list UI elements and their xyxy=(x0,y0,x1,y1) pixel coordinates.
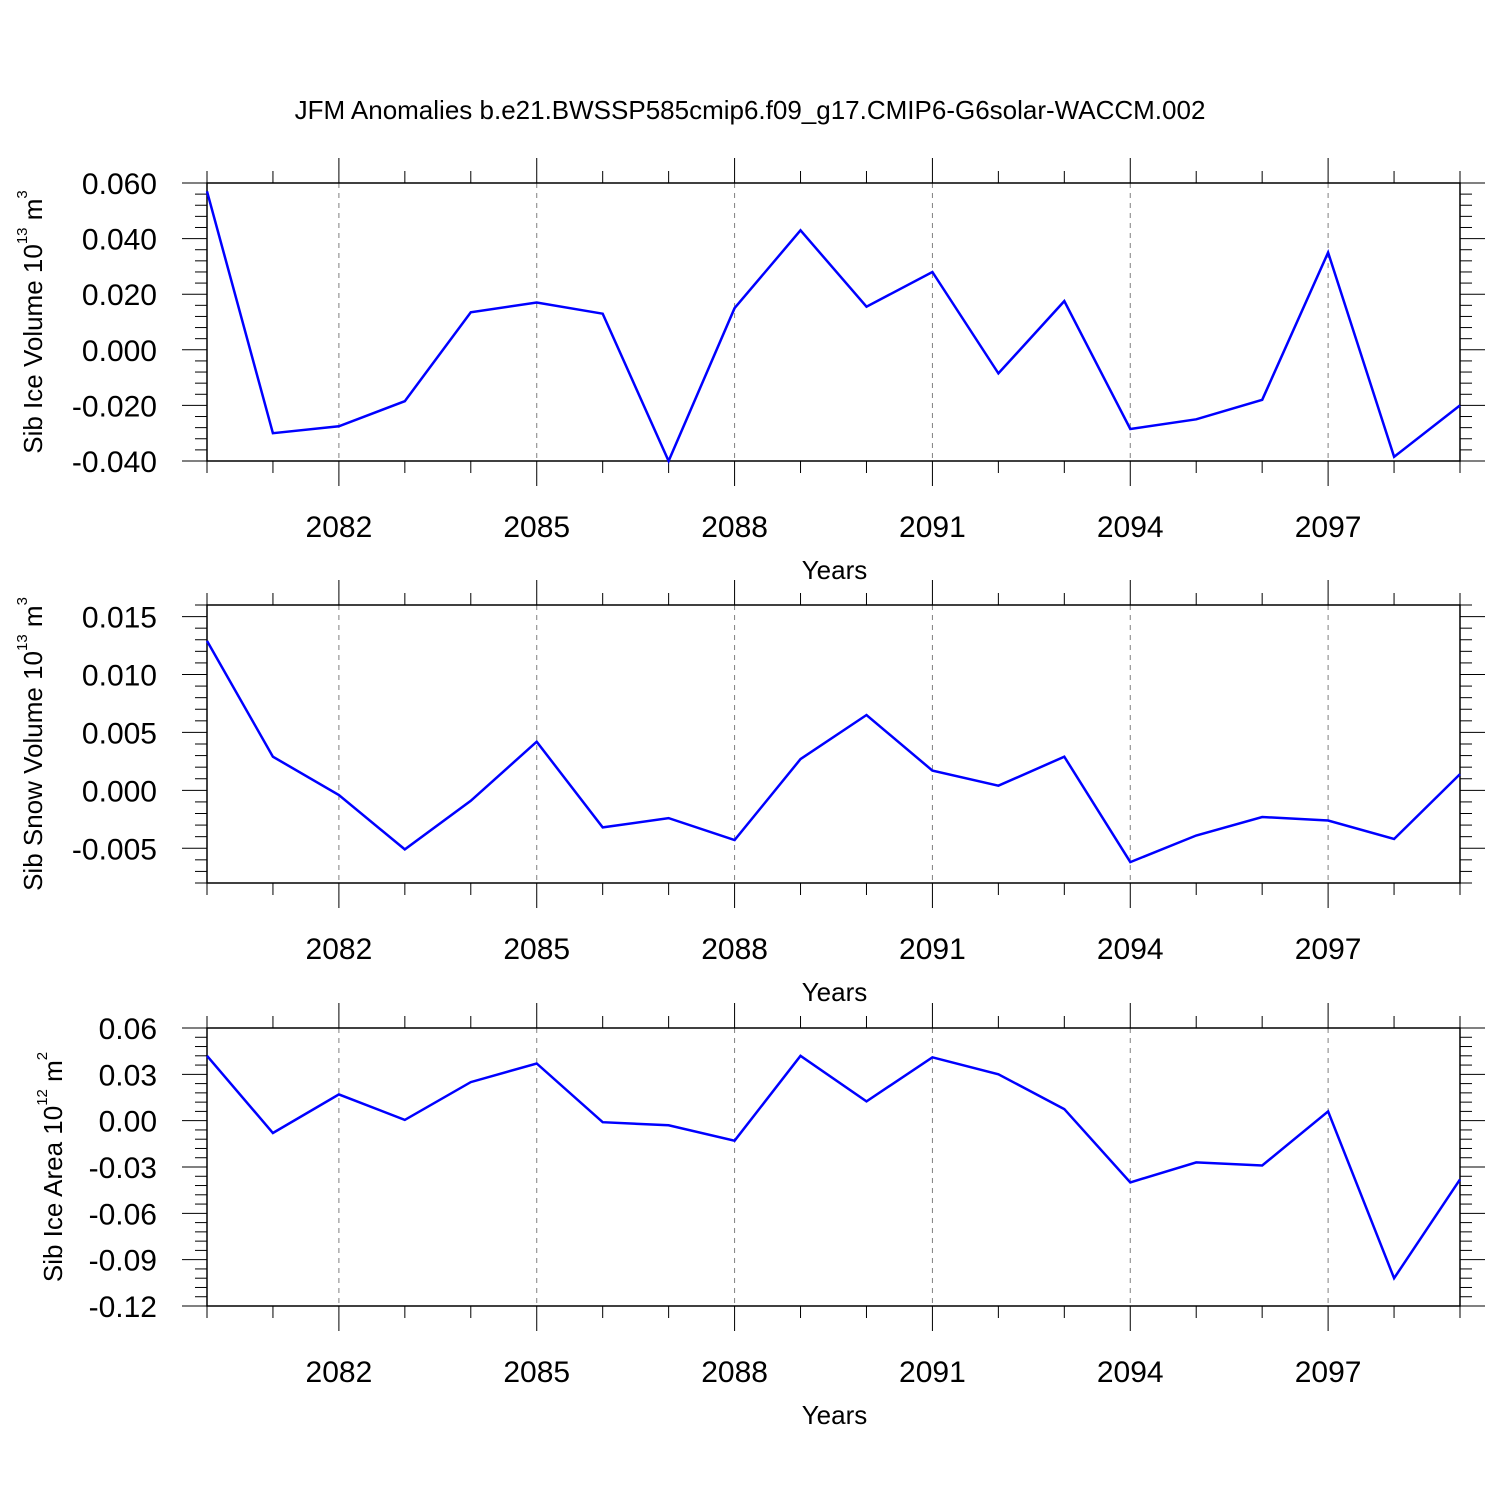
plot-frame xyxy=(206,182,1461,462)
x-tick-label: 2097 xyxy=(1295,511,1362,544)
x-tick-label: 2094 xyxy=(1097,1356,1164,1389)
y-tick-label: 0.040 xyxy=(82,224,157,257)
x-tick-label: 2097 xyxy=(1295,1356,1362,1389)
chart-title: JFM Anomalies b.e21.BWSSP585cmip6.f09_g1… xyxy=(295,95,1206,125)
x-tick-label: 2088 xyxy=(701,1356,768,1389)
plot-frame xyxy=(206,604,1461,884)
y-tick-label: -0.040 xyxy=(72,446,157,479)
y-axis-label: Sib Snow Volume 1013 m3 xyxy=(14,597,49,891)
y-tick-label: -0.005 xyxy=(72,833,157,866)
y-tick-label: -0.09 xyxy=(89,1245,157,1278)
y-axis-label: Sib Ice Area 1012 m2 xyxy=(34,1052,69,1282)
y-tick-label: 0.03 xyxy=(99,1059,157,1092)
x-tick-label: 2097 xyxy=(1295,933,1362,966)
y-tick-label: 0.00 xyxy=(99,1106,157,1139)
y-axis-label: Sib Ice Volume 1013 m3 xyxy=(14,190,49,454)
x-tick-label: 2091 xyxy=(899,511,966,544)
x-tick-label: 2082 xyxy=(306,511,373,544)
y-tick-label: -0.06 xyxy=(89,1198,157,1231)
x-tick-label: 2085 xyxy=(503,511,570,544)
x-axis-label: Years xyxy=(802,977,868,1007)
series-line xyxy=(206,1054,1462,1281)
panel-2: -0.005 0.000 0.005 0.010 0.015 2082 2085 2088 20… xyxy=(14,580,1485,1007)
x-axis-label: Years xyxy=(802,555,868,585)
x-tick-label: 2091 xyxy=(899,933,966,966)
y-tick-label: -0.12 xyxy=(89,1291,157,1324)
x-tick-label: 2094 xyxy=(1097,511,1164,544)
x-tick-label: 2082 xyxy=(306,1356,373,1389)
x-tick-label: 2085 xyxy=(503,933,570,966)
x-tick-label: 2091 xyxy=(899,1356,966,1389)
y-tick-label: 0.020 xyxy=(82,279,157,312)
x-tick-label: 2082 xyxy=(306,933,373,966)
panel-3: -0.12 -0.09 -0.06 -0.03 0.00 0.03 0.06 2082 2085… xyxy=(34,1003,1485,1430)
y-tick-label: 0.06 xyxy=(99,1013,157,1046)
x-tick-label: 2088 xyxy=(701,511,768,544)
plot-frame xyxy=(206,1027,1461,1307)
series-line xyxy=(205,640,1461,864)
y-tick-label: -0.03 xyxy=(89,1152,157,1185)
y-tick-label: 0.000 xyxy=(82,775,157,808)
panels: -0.040 -0.020 0.000 0.020 0.040 0.060 2082 2085… xyxy=(14,158,1485,1430)
series-line xyxy=(205,190,1461,465)
y-tick-label: 0.005 xyxy=(82,717,157,750)
y-tick-label: 0.000 xyxy=(82,335,157,368)
x-tick-label: 2085 xyxy=(503,1356,570,1389)
y-tick-label: -0.020 xyxy=(72,390,157,423)
x-tick-label: 2094 xyxy=(1097,933,1164,966)
panel-1: -0.040 -0.020 0.000 0.020 0.040 0.060 2082 2085… xyxy=(14,158,1485,585)
y-tick-label: 0.060 xyxy=(82,168,157,201)
y-tick-label: 0.010 xyxy=(82,660,157,693)
x-tick-label: 2088 xyxy=(701,933,768,966)
y-tick-label: 0.015 xyxy=(82,602,157,635)
x-axis-label: Years xyxy=(802,1400,868,1430)
